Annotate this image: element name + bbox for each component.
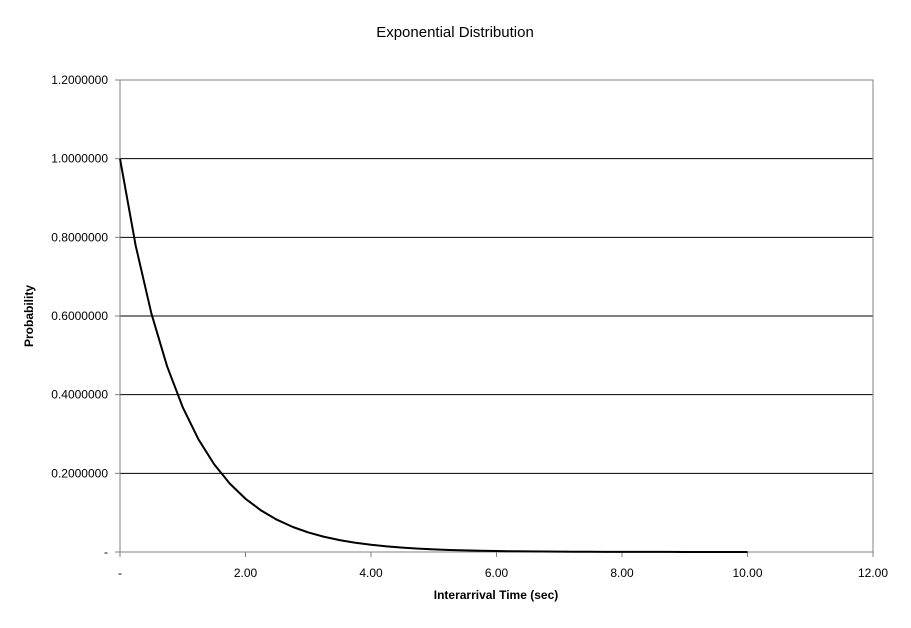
gridlines — [120, 158, 873, 474]
x-tick-label: 6.00 — [485, 566, 509, 580]
series-layer — [119, 158, 748, 553]
x-tick-label: 2.00 — [234, 566, 258, 580]
x-tick-label: 4.00 — [359, 566, 383, 580]
y-tick-label: - — [104, 545, 108, 559]
y-tick-label: 0.6000000 — [51, 309, 108, 323]
y-tick-label: 0.2000000 — [51, 466, 108, 480]
x-tick-label: 12.00 — [858, 566, 888, 580]
x-tick-label: 10.00 — [732, 566, 762, 580]
y-tick-label: 0.8000000 — [51, 230, 108, 244]
y-axis-ticks: - 0.2000000 0.4000000 0.6000000 0.8000000 1.0… — [51, 73, 120, 559]
series-line — [119, 158, 748, 553]
x-axis-ticks: - 2.00 4.00 6.00 8.00 10.00 12.00 — [118, 552, 888, 580]
y-axis-title: Probability — [22, 285, 36, 347]
y-tick-label: 1.2000000 — [51, 73, 108, 87]
x-tick-label: 8.00 — [610, 566, 634, 580]
y-tick-label: 0.4000000 — [51, 388, 108, 402]
x-axis-title: Interarrival Time (sec) — [434, 588, 559, 602]
y-tick-label: 1.0000000 — [51, 152, 108, 166]
x-tick-label: - — [118, 566, 122, 580]
chart-title: Exponential Distribution — [376, 24, 534, 41]
